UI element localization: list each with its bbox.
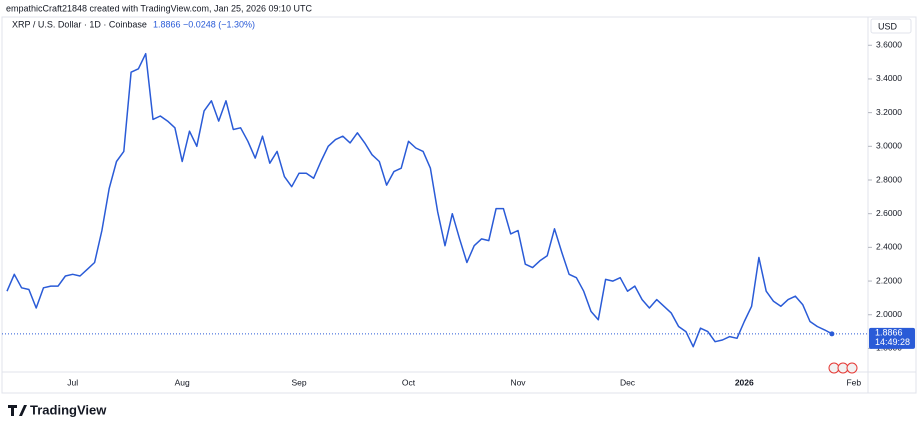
countdown: 14:49:28 [875,337,910,347]
x-tick-label: Sep [291,377,306,387]
credit: empathicCraft21848 created with TradingV… [6,3,313,13]
logo-text: TradingView [30,402,107,417]
y-tick-label: 3.4000 [876,73,902,83]
y-tick-label: 2.4000 [876,242,902,252]
x-tick-label: 2026 [735,377,754,387]
x-tick-label: Jul [67,377,78,387]
legend-change: −0.0248 (−1.30%) [183,19,255,29]
price-label-box [869,327,915,349]
price-label: 1.8866 [875,328,903,338]
y-tick-label: 3.2000 [876,107,902,117]
x-tick-label: Feb [846,377,861,387]
y-tick-label: 3.0000 [876,141,902,151]
y-tick-label: 3.6000 [876,40,902,50]
x-tick-label: Oct [402,377,416,387]
currency-box[interactable] [870,18,912,34]
legend-last: 1.8866 [153,19,181,29]
last-point [829,331,835,337]
x-tick-label: Dec [620,377,636,387]
y-tick-label: 2.6000 [876,208,902,218]
y-tick-label: 2.0000 [876,309,902,319]
chart-frame [1,16,917,394]
x-tick-label: Nov [510,377,526,387]
legend-title: XRP / U.S. Dollar · 1D · Coinbase [12,19,147,29]
x-tick-label: Aug [175,377,190,387]
y-tick-label: 2.2000 [876,275,902,285]
currency[interactable]: USD [878,21,898,31]
footer-logo: TradingView [8,402,107,417]
price-line [6,52,833,348]
y-tick-label: 2.8000 [876,174,902,184]
event-icons [828,362,858,374]
